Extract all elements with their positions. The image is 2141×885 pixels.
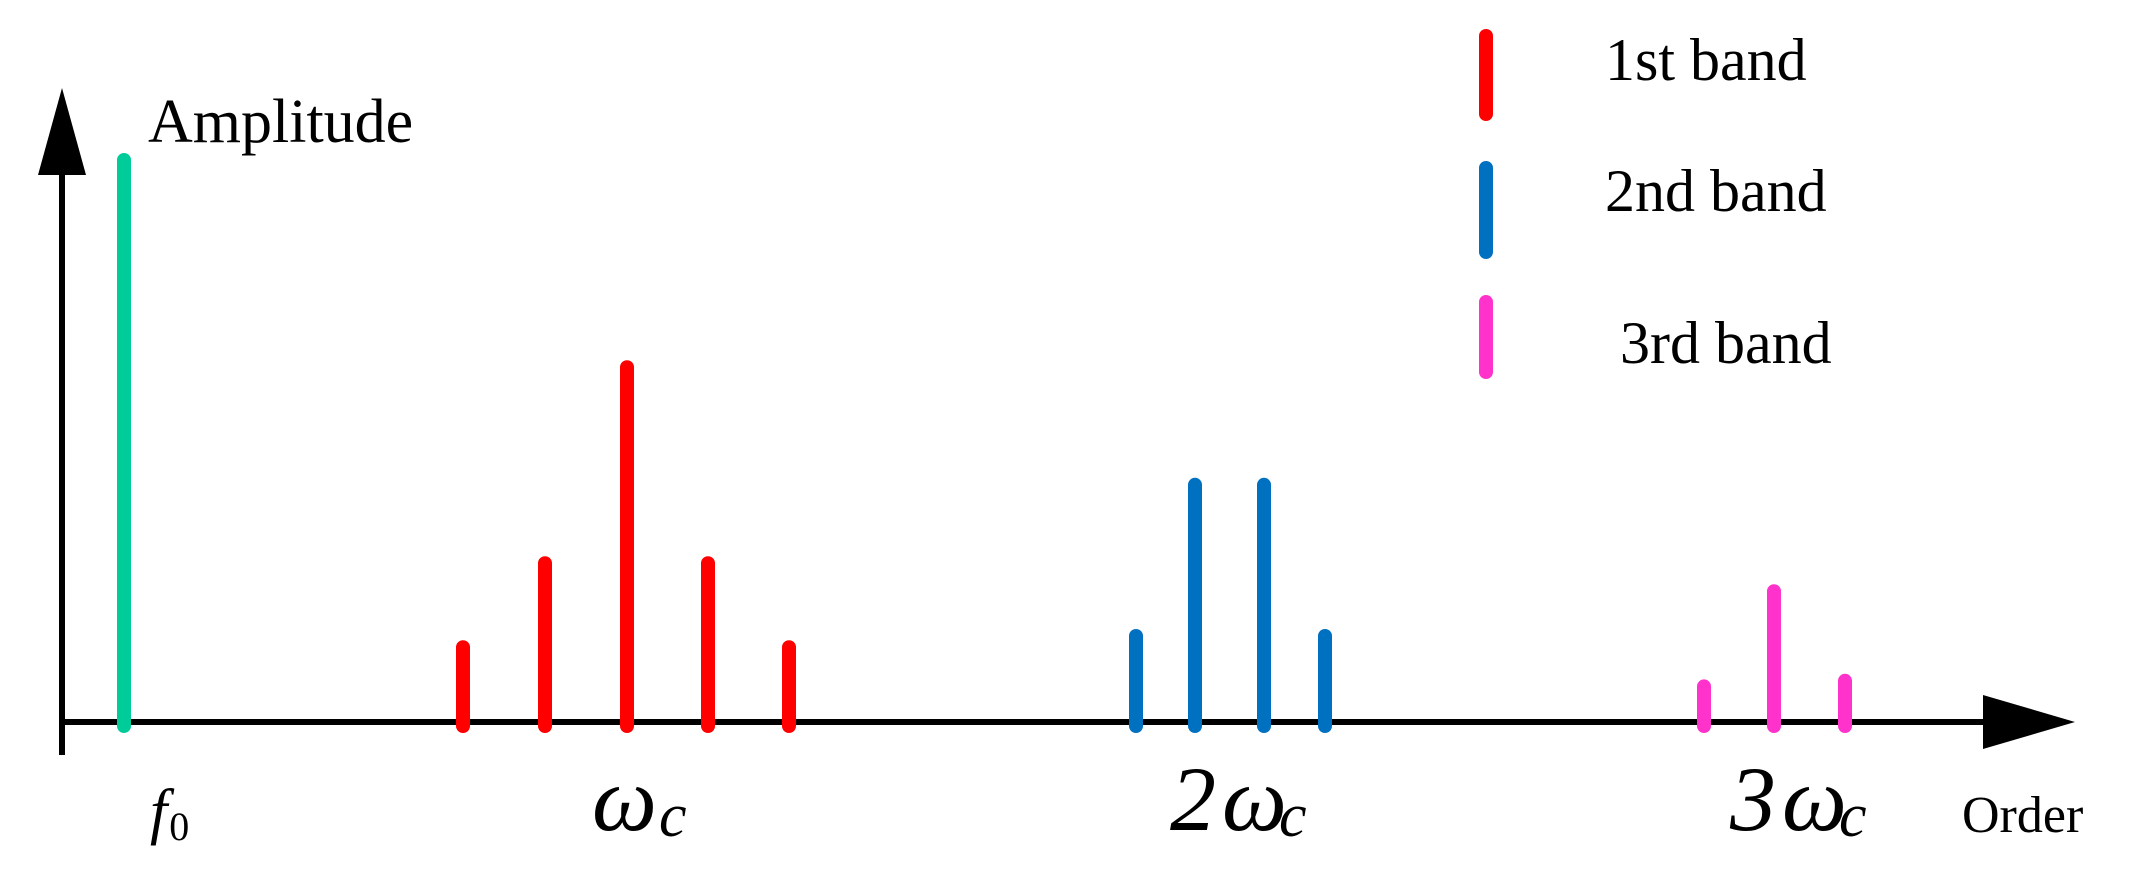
tick-label-fundamental: f0 bbox=[150, 778, 189, 849]
legend: 1st band 2nd band 3rd band bbox=[1479, 27, 1832, 379]
spectral-lines bbox=[117, 153, 1852, 733]
legend-label-1st-band: 1st band bbox=[1605, 27, 1807, 93]
tick-label-band2: 2ωc bbox=[1170, 748, 1307, 850]
legend-label-2nd-band: 2nd band bbox=[1605, 158, 1827, 224]
y-axis-arrowhead bbox=[38, 88, 86, 175]
x-axis-arrowhead bbox=[1983, 695, 2075, 749]
tick-label-band3: 3ωc bbox=[1729, 748, 1867, 850]
legend-label-3rd-band: 3rd band bbox=[1620, 310, 1832, 376]
y-axis-label: Amplitude bbox=[148, 88, 413, 156]
tick-label-band1: ωc bbox=[592, 748, 687, 850]
x-axis-label: Order bbox=[1962, 787, 2083, 844]
